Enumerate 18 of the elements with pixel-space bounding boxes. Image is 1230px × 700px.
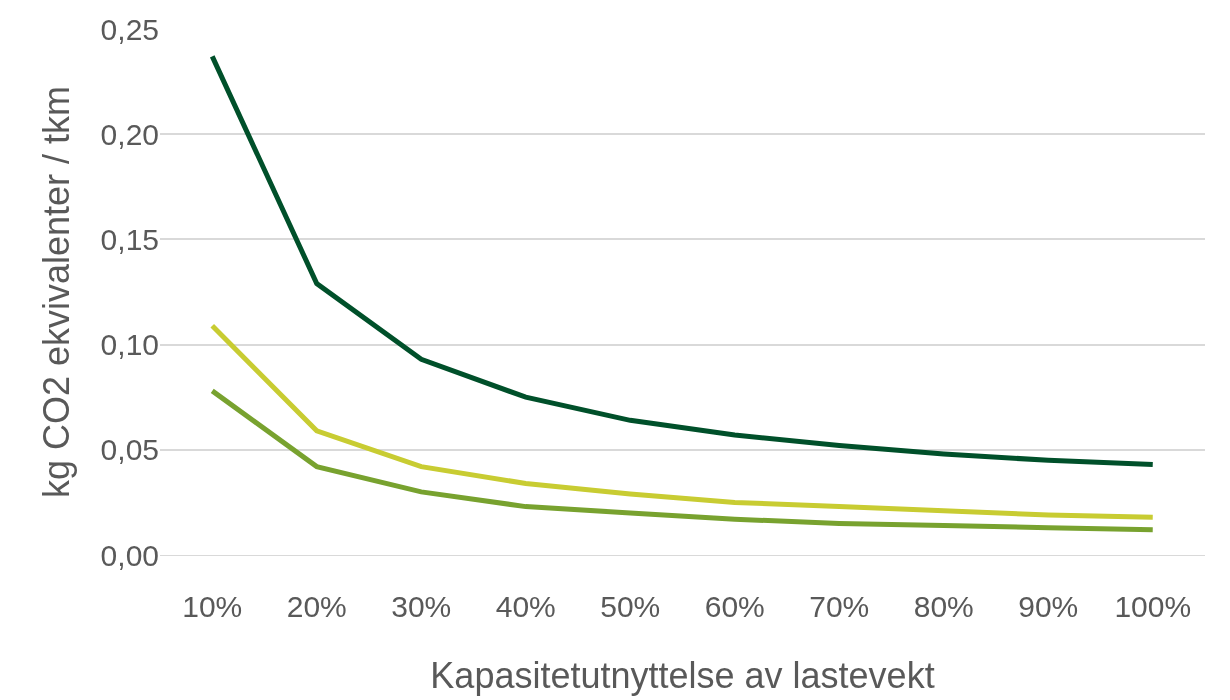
y-tick-label: 0,25 — [100, 12, 159, 46]
x-tick-label: 30% — [391, 590, 452, 623]
y-axis-title: kg CO2 ekvivalenter / tkm — [35, 85, 77, 499]
x-tick-label: 10% — [182, 590, 243, 623]
x-tick-label: 90% — [1018, 590, 1079, 623]
y-tick-label: 0,10 — [100, 328, 159, 362]
y-tick-label: 0,00 — [100, 538, 159, 572]
x-tick-label: 50% — [600, 590, 661, 623]
y-tick-label: 0,20 — [100, 117, 159, 151]
x-tick-label: 80% — [913, 590, 974, 623]
y-tick-label: 0,15 — [100, 222, 159, 256]
x-tick-label: 100% — [1114, 590, 1192, 623]
x-tick-label: 40% — [495, 590, 556, 623]
x-tick-label: 60% — [704, 590, 765, 623]
y-tick-label: 0,05 — [100, 433, 159, 467]
x-tick-label: 20% — [286, 590, 347, 623]
x-axis-title: Kapasitetutnyttelse av lastevekt — [430, 654, 935, 696]
x-tick-label: 70% — [809, 590, 870, 623]
